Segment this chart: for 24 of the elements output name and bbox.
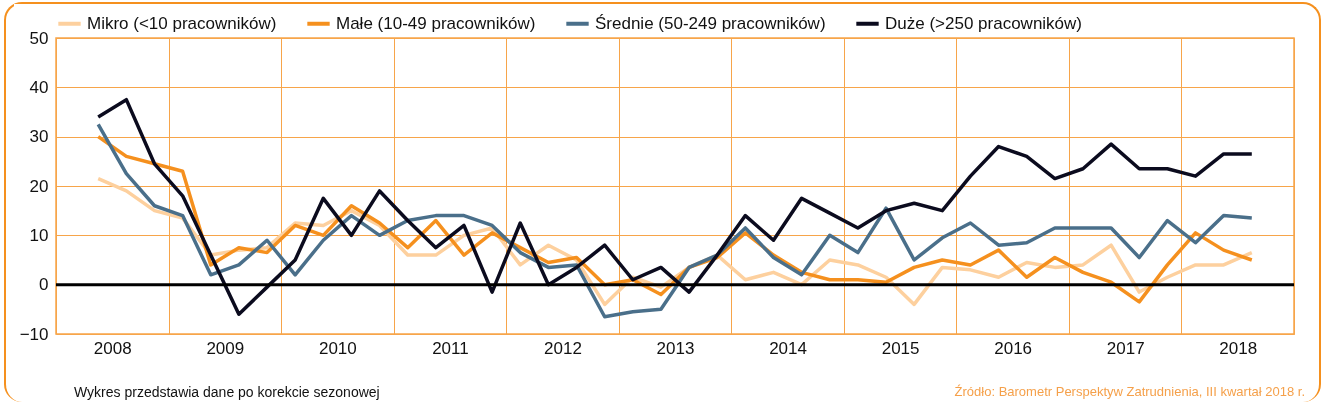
x-tick-label: 2015 [881, 338, 920, 358]
x-tick-label: 2013 [656, 338, 695, 358]
y-tick-label: 0 [39, 275, 49, 295]
x-tick-label: 2008 [93, 338, 132, 358]
y-tick-label: −10 [19, 324, 49, 344]
x-tick-label: 2012 [544, 338, 582, 358]
x-tick-label: 2016 [994, 338, 1033, 358]
text: Źródło: Barometr Perspektyw Zatrudnienia, III kwartał 2018 r. [954, 384, 1305, 399]
legend-label: Duże (>250 pracowników) [885, 13, 1083, 33]
y-tick-label: 40 [29, 77, 49, 97]
legend-label: Średnie (50-249 pracowników) [595, 13, 826, 33]
y-tick-label: 10 [29, 225, 49, 245]
x-tick-label: 2014 [769, 338, 807, 358]
legend-label: Małe (10-49 pracowników) [336, 13, 536, 33]
x-tick-label: 2018 [1219, 338, 1258, 358]
x-tick-label: 2011 [432, 338, 469, 358]
x-tick-label: 2017 [1106, 338, 1145, 358]
x-tick-label: 2009 [206, 338, 245, 358]
x-tick-label: 2010 [318, 338, 357, 358]
legend-label: Mikro (<10 pracowników) [87, 13, 277, 33]
text: Wykres przedstawia dane po korekcie sezonowej [74, 384, 380, 400]
y-tick-label: 50 [29, 28, 49, 48]
y-tick-label: 20 [29, 176, 49, 196]
y-tick-label: 30 [29, 127, 49, 147]
